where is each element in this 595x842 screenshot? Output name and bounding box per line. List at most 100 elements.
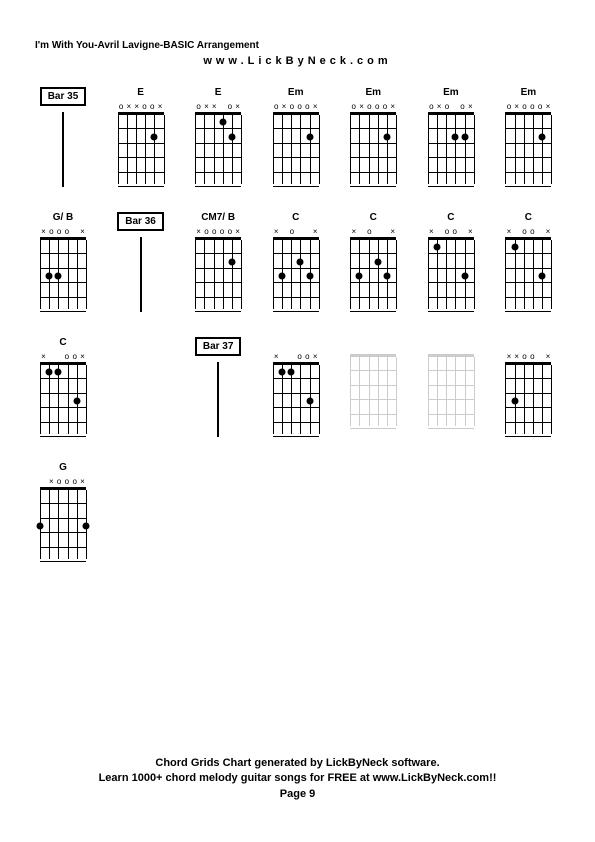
finger-dot (539, 273, 546, 280)
nut-row: ×oo× (505, 228, 551, 236)
nut-mark: o (273, 103, 280, 111)
fretboard (195, 112, 241, 184)
chord-diagram: o×ooo× (505, 103, 551, 184)
nut-mark: o (296, 353, 303, 361)
nut-mark: × (48, 478, 55, 486)
finger-dot (219, 119, 226, 126)
chord-cell: C ×o× (345, 212, 401, 312)
fretboard (428, 354, 474, 426)
nut-mark: o (118, 103, 125, 111)
chord-label: G (59, 462, 67, 476)
page-subtitle: www.LickByNeck.com (35, 55, 560, 67)
nut-mark (71, 228, 78, 236)
nut-mark: o (459, 103, 466, 111)
chord-cell: ××oo× (500, 337, 556, 437)
nut-mark (537, 353, 544, 361)
nut-mark (219, 103, 226, 111)
chord-diagram: ×oo× (505, 228, 551, 309)
fretboard (505, 362, 551, 434)
chord-diagram: o×oo× (428, 103, 474, 184)
bar-line (62, 112, 64, 187)
nut-row: ×ooo× (40, 478, 86, 486)
nut-mark (40, 478, 47, 486)
nut-mark: o (203, 228, 210, 236)
nut-mark: o (529, 353, 536, 361)
chord-cell (423, 337, 479, 437)
fretboard (273, 362, 319, 434)
fretboard (505, 237, 551, 309)
chord-cell: Eo××oo× (113, 87, 169, 187)
chord-diagram: ×ooo× (40, 228, 86, 309)
nut-mark: o (56, 478, 63, 486)
nut-mark: × (467, 103, 474, 111)
chord-diagram: o×ooo× (350, 103, 396, 184)
fretboard (118, 112, 164, 184)
footer-line-1: Chord Grids Chart generated by LickByNec… (0, 756, 595, 771)
nut-mark: o (529, 103, 536, 111)
fretboard (273, 237, 319, 309)
nut-mark: o (48, 228, 55, 236)
nut-mark: o (56, 228, 63, 236)
chord-grid: Bar 35Eo××oo×Eo××o×Emo×ooo×Emo×ooo×Emo×o… (35, 87, 560, 559)
bar-label: Bar 35 (40, 87, 87, 106)
nut-mark: o (211, 228, 218, 236)
finger-dot (306, 398, 313, 405)
nut-mark: × (358, 103, 365, 111)
nut-mark: o (63, 228, 70, 236)
chord-cell: Emo×ooo× (500, 87, 556, 187)
finger-dot (374, 258, 381, 265)
nut-mark: o (219, 228, 226, 236)
nut-mark: o (71, 478, 78, 486)
bar-line (140, 237, 142, 312)
finger-dot (384, 133, 391, 140)
nut-mark: × (389, 103, 396, 111)
nut-mark: × (436, 103, 443, 111)
nut-mark: × (234, 228, 241, 236)
nut-mark (451, 103, 458, 111)
nut-mark: × (428, 228, 435, 236)
fretboard (428, 237, 474, 309)
nut-row: ××oo× (505, 353, 551, 361)
nut-mark (436, 228, 443, 236)
finger-dot (461, 133, 468, 140)
nut-row: ×ooo× (40, 228, 86, 236)
chord-diagram: ×o× (350, 228, 396, 309)
chord-diagram: o××o× (195, 103, 241, 184)
chord-cell: Emo×ooo× (345, 87, 401, 187)
chord-cell: Emo×oo× (423, 87, 479, 187)
chord-label: C (292, 212, 299, 226)
nut-mark (48, 353, 55, 361)
bar-marker: Bar 37 (190, 337, 246, 437)
nut-row: ×oo× (273, 353, 319, 361)
fretboard (350, 354, 396, 426)
chord-diagram: ×oo× (40, 353, 86, 434)
chord-diagram: ×oo× (273, 353, 319, 434)
chord-label: C (370, 212, 377, 226)
nut-row: o××oo× (118, 103, 164, 111)
nut-mark (296, 228, 303, 236)
nut-mark: o (428, 103, 435, 111)
fretboard (195, 237, 241, 309)
nut-mark (513, 228, 520, 236)
nut-row: o×ooo× (273, 103, 319, 111)
chord-label: C (447, 212, 454, 226)
nut-mark: × (40, 228, 47, 236)
finger-dot (228, 133, 235, 140)
nut-mark: o (443, 103, 450, 111)
finger-dot (539, 133, 546, 140)
bar-line (217, 362, 219, 437)
nut-mark: o (350, 103, 357, 111)
nut-mark: o (195, 103, 202, 111)
nut-mark: × (505, 228, 512, 236)
bar-marker: Bar 35 (35, 87, 91, 187)
nut-mark: o (296, 103, 303, 111)
nut-mark (281, 353, 288, 361)
chord-diagram: ×oooo× (195, 228, 241, 309)
nut-row: ×oo× (428, 228, 474, 236)
nut-mark: o (149, 103, 156, 111)
chord-label: CM7/ B (201, 212, 235, 226)
chord-label: C (525, 212, 532, 226)
footer-line-3: Page 9 (0, 787, 595, 802)
finger-dot (55, 273, 62, 280)
nut-mark: × (40, 353, 47, 361)
